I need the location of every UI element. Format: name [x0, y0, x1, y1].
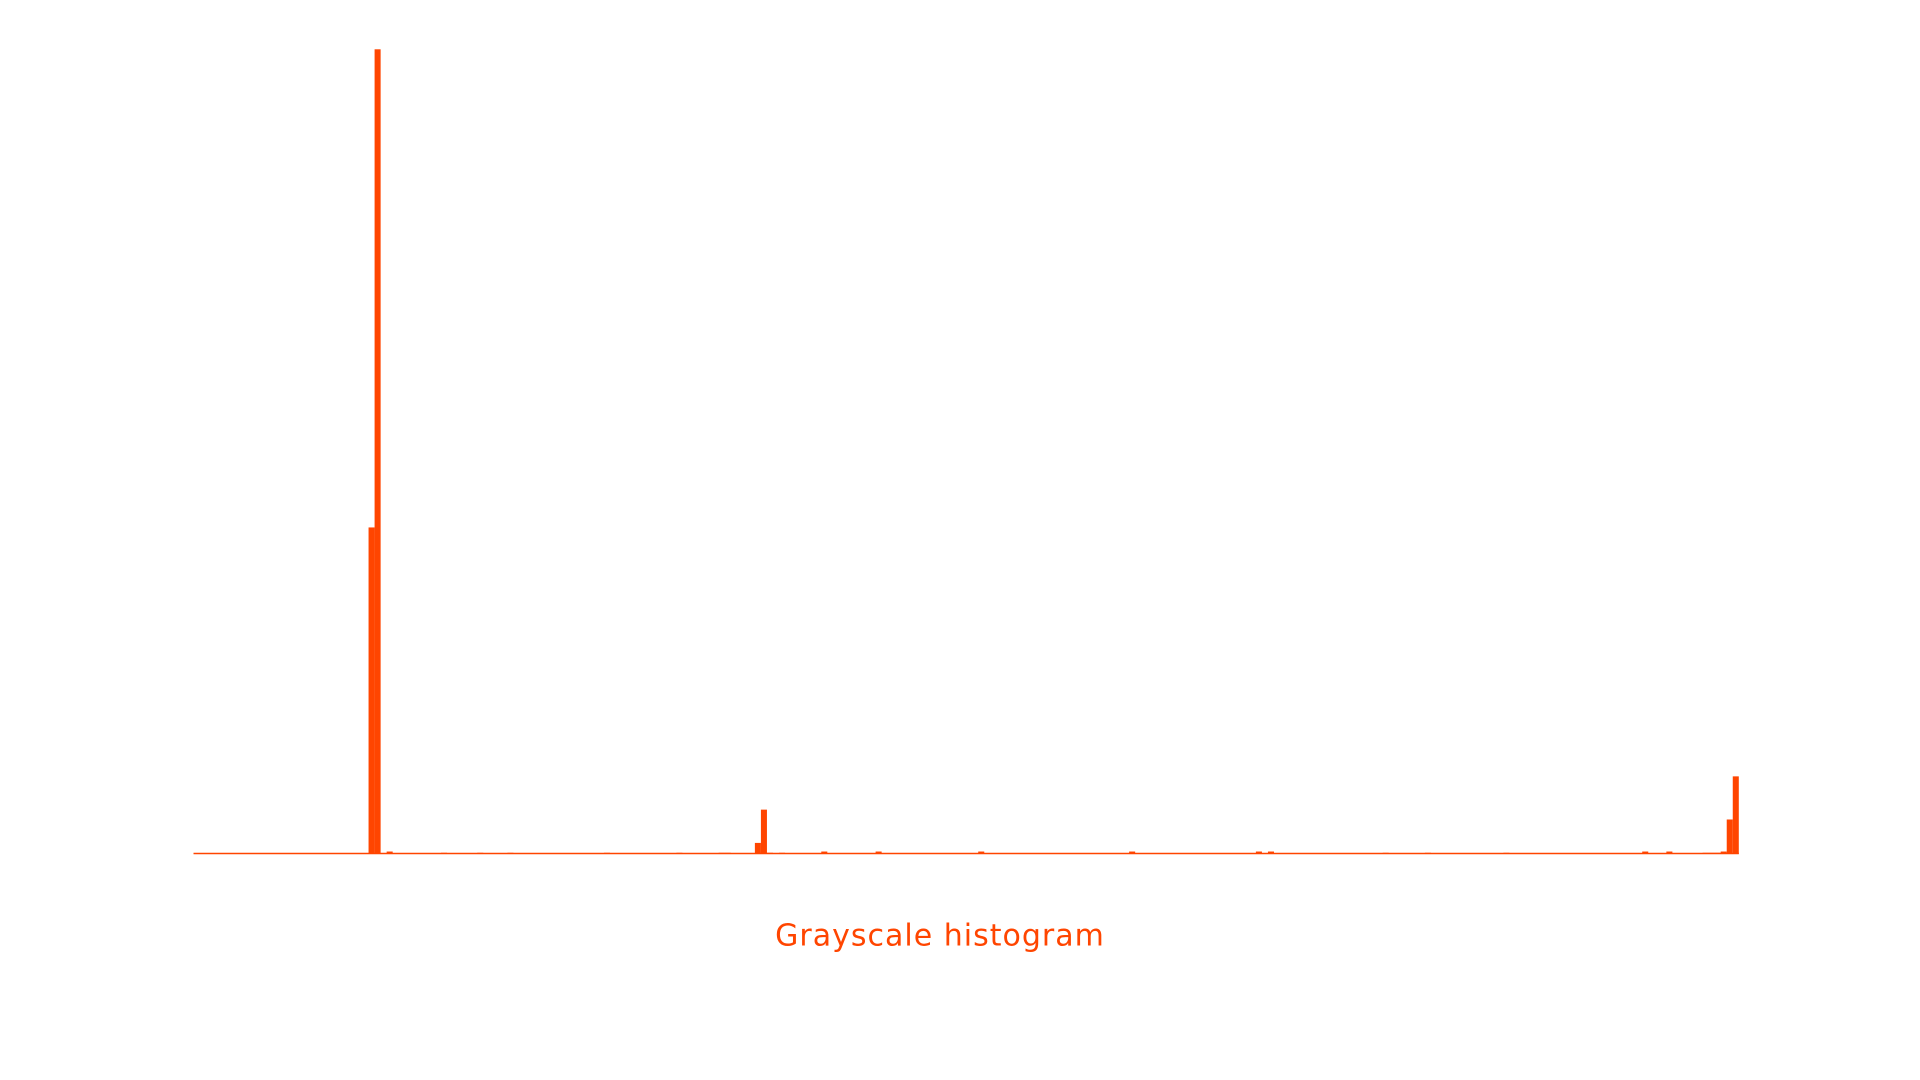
bar	[1642, 851, 1649, 854]
bar	[718, 852, 725, 854]
bar	[1129, 851, 1136, 854]
bar	[978, 851, 985, 854]
bar	[1714, 852, 1721, 854]
bar	[760, 809, 767, 854]
bar	[1720, 851, 1727, 854]
bar	[1702, 852, 1709, 854]
bar	[374, 49, 381, 855]
bar	[603, 852, 611, 854]
bar	[507, 852, 514, 854]
bar	[754, 842, 761, 854]
bar	[821, 851, 828, 854]
bar	[477, 852, 484, 854]
bar	[766, 852, 773, 854]
bar	[1708, 852, 1715, 854]
bar	[1424, 852, 1431, 854]
bar	[368, 527, 375, 854]
bar	[1732, 776, 1739, 854]
bar	[386, 851, 393, 854]
bar	[1267, 851, 1275, 854]
bar	[1503, 852, 1510, 854]
bar	[724, 852, 731, 854]
bar	[440, 852, 448, 854]
bar	[676, 852, 683, 854]
bar	[875, 851, 882, 854]
chart-title: Grayscale histogram	[775, 919, 1105, 954]
bar	[1666, 851, 1673, 854]
bar	[779, 852, 786, 854]
bar	[1255, 851, 1262, 854]
bar	[1726, 819, 1733, 854]
bar	[1382, 852, 1389, 854]
